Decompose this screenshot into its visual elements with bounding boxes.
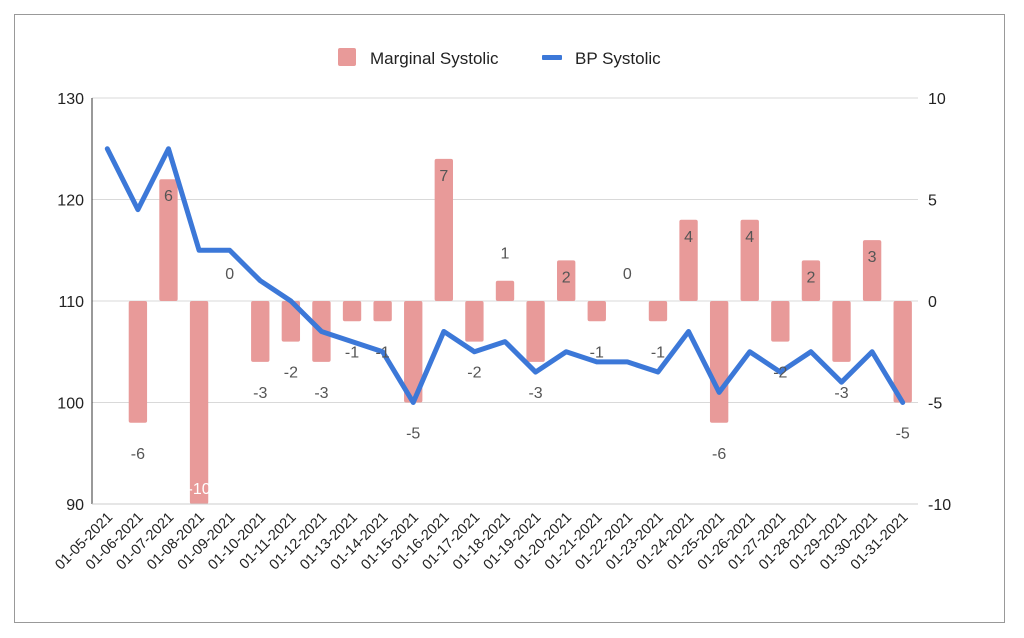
legend: Marginal Systolic BP Systolic [338, 48, 661, 68]
data-label: 3 [868, 249, 877, 266]
data-label: 2 [562, 269, 571, 286]
marginal-bar [740, 219, 759, 301]
data-label: 0 [623, 266, 632, 283]
legend-swatch-bp [542, 55, 562, 60]
left-tick-label: 130 [57, 91, 84, 108]
right-tick-label: -5 [928, 396, 942, 413]
data-label: -6 [712, 446, 726, 463]
marginal-bar [587, 301, 606, 322]
marginal-bar [679, 219, 698, 301]
marginal-bar [893, 301, 912, 403]
left-tick-label: 110 [58, 294, 84, 311]
marginal-bar [434, 158, 453, 301]
marginal-bar [771, 301, 790, 342]
marginal-bar [832, 301, 851, 362]
data-label: -6 [131, 446, 145, 463]
marginal-bar [648, 301, 668, 322]
data-label: -10 [188, 481, 211, 498]
data-label: -1 [345, 344, 359, 361]
marginal-bar [373, 301, 392, 322]
marginal-bar [465, 301, 484, 342]
marginal-bar [801, 260, 821, 301]
right-tick-label: 0 [928, 294, 937, 311]
data-label: -2 [773, 365, 787, 382]
marginal-bar [189, 301, 209, 504]
marginal-bar [342, 301, 362, 322]
data-label: 4 [745, 229, 754, 246]
marginal-bar [709, 301, 729, 423]
data-label: -2 [284, 365, 298, 382]
data-label: -5 [406, 426, 420, 443]
right-tick-label: 5 [928, 193, 937, 210]
marginal-bar [862, 240, 882, 301]
marginal-bar [557, 260, 576, 301]
data-label: 0 [225, 266, 234, 283]
data-label: -3 [528, 385, 542, 402]
marginal-bar [404, 301, 423, 403]
data-label: -1 [590, 344, 604, 361]
data-label: 7 [439, 168, 448, 185]
marginal-bar [251, 301, 270, 362]
marginal-bar [159, 179, 178, 301]
marginal-bar [495, 280, 515, 301]
left-tick-label: 90 [66, 497, 84, 514]
marginal-bar [281, 301, 301, 342]
left-tick-label: 100 [57, 396, 84, 413]
marginal-bar [526, 301, 545, 362]
legend-label-bp: BP Systolic [575, 49, 661, 68]
data-label: -5 [896, 426, 910, 443]
right-tick-label: -10 [928, 497, 951, 514]
legend-label-marginal: Marginal Systolic [370, 49, 499, 68]
data-label: 4 [684, 229, 693, 246]
marginal-bar [128, 301, 148, 423]
left-tick-label: 120 [57, 193, 84, 210]
data-label: -1 [376, 344, 390, 361]
right-tick-label: 10 [928, 91, 946, 108]
data-label: 2 [806, 269, 815, 286]
data-label: -3 [314, 385, 328, 402]
data-label: -3 [834, 385, 848, 402]
data-label: -2 [467, 365, 481, 382]
legend-swatch-marginal [338, 48, 356, 66]
data-label: -3 [253, 385, 267, 402]
data-label: 6 [164, 188, 173, 205]
data-label: -1 [651, 344, 665, 361]
data-label: 1 [501, 246, 510, 263]
